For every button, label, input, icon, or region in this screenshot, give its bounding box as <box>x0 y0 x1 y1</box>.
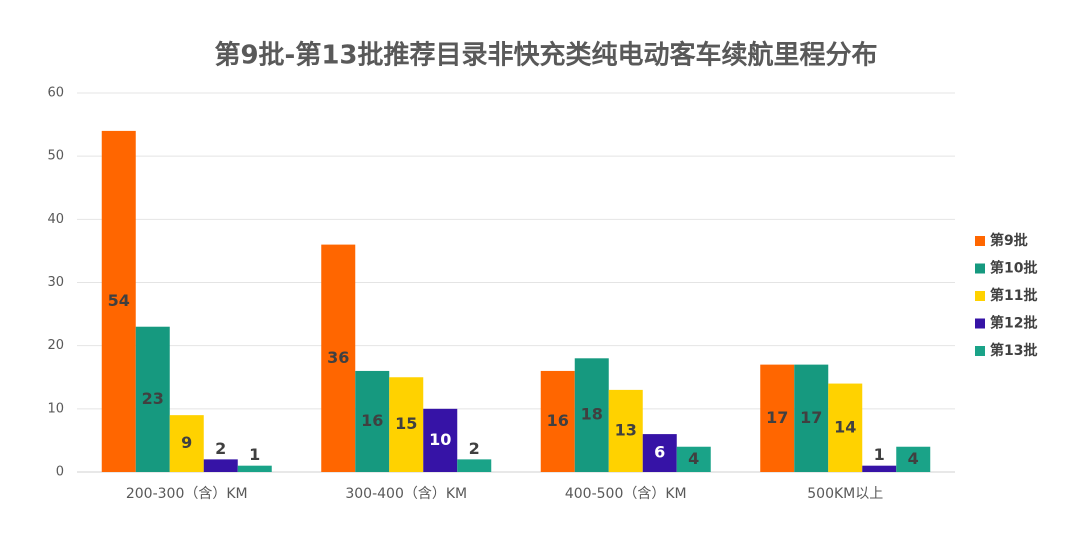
value-label: 16 <box>361 411 383 430</box>
bar <box>574 358 609 472</box>
bar <box>642 434 677 472</box>
bar <box>169 415 204 472</box>
y-tick-label: 50 <box>47 149 64 164</box>
value-label: 4 <box>908 449 919 468</box>
x-tick-label: 200-300（含）KM <box>126 486 248 502</box>
y-tick-label: 60 <box>47 86 64 101</box>
value-label: 9 <box>181 433 192 452</box>
value-label: 16 <box>547 411 569 430</box>
legend-label: 第12批 <box>990 315 1037 332</box>
value-label: 36 <box>327 348 349 367</box>
value-label: 6 <box>654 443 665 462</box>
value-label: 17 <box>800 408 822 427</box>
y-tick-label: 10 <box>47 401 64 416</box>
legend-label: 第9批 <box>990 232 1028 249</box>
legend-swatch <box>975 291 985 301</box>
legend-swatch <box>975 346 985 356</box>
y-tick-label: 20 <box>47 338 64 353</box>
value-label: 23 <box>142 389 164 408</box>
bar <box>389 377 424 472</box>
bar <box>457 459 492 472</box>
value-label: 15 <box>395 414 417 433</box>
bar <box>794 364 829 472</box>
value-label: 17 <box>766 408 788 427</box>
legend-swatch <box>975 236 985 246</box>
legend-label: 第10批 <box>990 260 1037 277</box>
y-tick-label: 30 <box>47 275 64 290</box>
bar <box>760 364 795 472</box>
x-tick-label: 400-500（含）KM <box>565 486 687 502</box>
legend-label: 第13批 <box>990 342 1037 359</box>
bar <box>676 446 711 472</box>
bar <box>135 326 170 472</box>
bar <box>540 370 575 472</box>
x-tick-label: 500KM以上 <box>807 486 883 502</box>
bar <box>608 389 643 472</box>
value-label: 18 <box>581 405 603 424</box>
bar <box>896 446 931 472</box>
y-tick-label: 40 <box>47 212 64 227</box>
legend-swatch <box>975 318 985 329</box>
bar <box>101 130 136 472</box>
y-tick-label: 0 <box>56 465 64 480</box>
value-label: 4 <box>688 449 699 468</box>
value-label: 10 <box>429 430 451 449</box>
bar <box>203 459 238 472</box>
bar <box>321 244 356 472</box>
legend-swatch <box>975 263 985 274</box>
bar <box>423 408 458 472</box>
bar <box>237 465 272 472</box>
value-label: 14 <box>834 417 856 436</box>
value-label: 2 <box>215 439 226 458</box>
bar <box>862 465 897 472</box>
legend-label: 第11批 <box>990 287 1037 304</box>
chart-title: 第9批-第13批推荐目录非快充类纯电动客车续航里程分布 <box>214 40 877 71</box>
x-tick-label: 300-400（含）KM <box>345 486 467 502</box>
value-label: 54 <box>108 291 130 310</box>
bar <box>828 383 863 472</box>
value-label: 1 <box>874 445 885 464</box>
bar <box>355 370 390 472</box>
value-label: 1 <box>249 445 260 464</box>
value-label: 2 <box>469 439 480 458</box>
value-label: 13 <box>615 420 637 439</box>
